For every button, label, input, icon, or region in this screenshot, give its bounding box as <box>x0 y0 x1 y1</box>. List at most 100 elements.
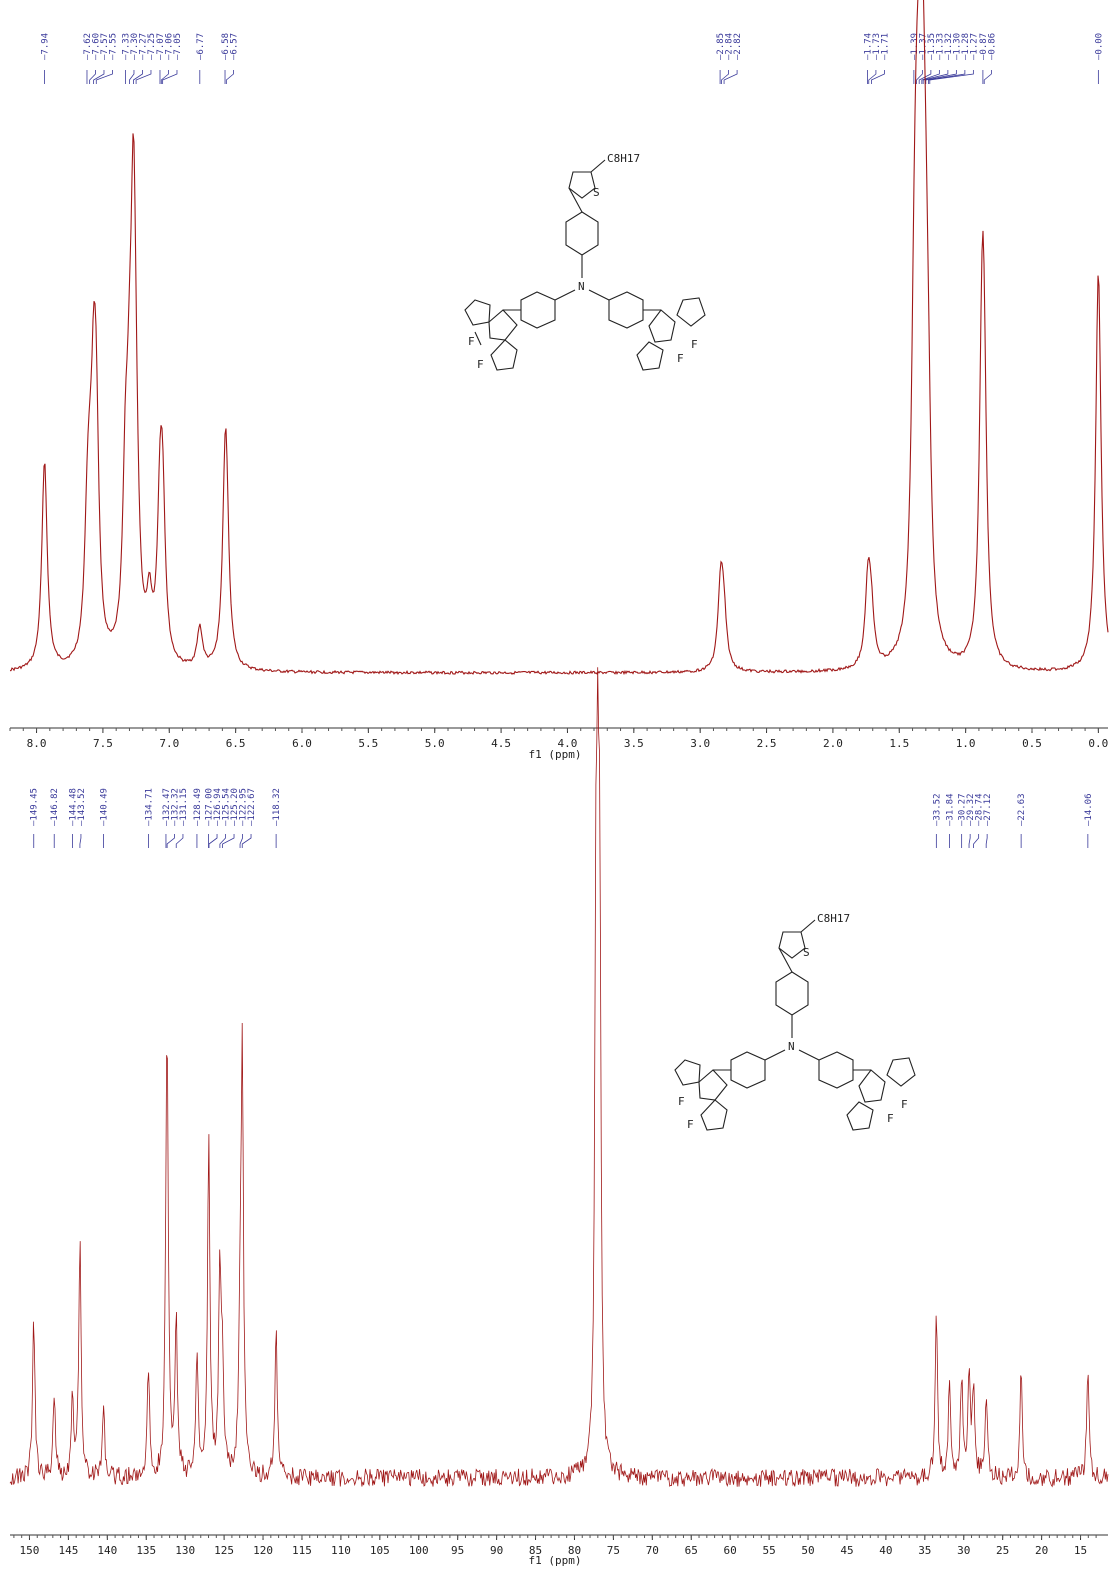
h-substituent-label: C8H17 <box>607 152 640 165</box>
svg-text:F: F <box>691 338 698 351</box>
c-peak-label: —28.74 <box>975 793 985 826</box>
c-tick-label: 145 <box>58 1544 78 1557</box>
h-peak-leader <box>928 70 966 84</box>
h-peak-label: —1.74 <box>863 33 873 60</box>
h-peak-leader <box>721 70 729 84</box>
c-tick-label: 95 <box>451 1544 464 1557</box>
h-nmr-panel: —7.94 —7.62—7.60—7.57—7.55 —7.33—7.30—7.27… <box>9 0 1109 761</box>
c-peak-label: —22.63 <box>1017 793 1027 826</box>
c-peak-label: —144.48 <box>68 788 78 826</box>
c-tick-label: 20 <box>1035 1544 1048 1557</box>
h-tick-label: 8.0 <box>27 737 47 750</box>
h-tick-label: 0.0 <box>1088 737 1108 750</box>
h-tick-label: 7.5 <box>93 737 113 750</box>
c-tick-label: 125 <box>214 1544 234 1557</box>
h-peak-label: —6.77 <box>196 33 206 60</box>
h-peak-label: —7.30 <box>130 33 140 60</box>
h-peak-leader <box>925 70 957 84</box>
h-peak-leader <box>929 70 974 84</box>
h-spectrum-trace <box>9 0 1109 676</box>
h-peak-label: —1.35 <box>927 33 937 60</box>
h-peak-leader <box>983 70 992 84</box>
c-peak-label: —131.15 <box>179 788 189 826</box>
h-peak-label: —7.55 <box>108 33 118 60</box>
c-peak-leader <box>175 834 184 848</box>
c-peak-label: —122.67 <box>247 788 257 826</box>
h-tick-label: 4.0 <box>558 737 578 750</box>
c-peak-leader <box>968 834 971 848</box>
c-tick-label: 25 <box>996 1544 1009 1557</box>
h-tick-label: 4.5 <box>491 737 511 750</box>
c-peak-leaders <box>33 834 1089 848</box>
c-peak-label: —125.54 <box>222 788 232 826</box>
h-x-ticks: 8.0 7.5 7.0 6.5 6.0 5.5 5.0 4.5 4.0 3.5 3.0 2.5 2.0 1… <box>9 728 1108 750</box>
h-tick-label: 7.0 <box>159 737 179 750</box>
c-peak-leader <box>973 834 980 848</box>
h-peak-leader <box>135 70 152 84</box>
c-peak-label: —29.32 <box>966 793 976 826</box>
c-peak-leader <box>208 834 218 848</box>
c-peak-label: —143.52 <box>77 788 87 826</box>
c-peak-label: —126.94 <box>213 788 223 826</box>
c-tick-label: 45 <box>840 1544 853 1557</box>
c-x-ticks: 150 145 140 135 130 125 120 115 110 105 100 95 90 85 8… <box>13 1535 1097 1557</box>
h-peak-label: —7.06 <box>164 33 174 60</box>
h-peak-label: —0.00 <box>1094 33 1104 60</box>
h-peak-leader <box>871 70 885 84</box>
h-peak-leader <box>89 70 96 84</box>
h-peak-label: —0.86 <box>987 33 997 60</box>
h-peak-leader <box>93 70 105 84</box>
c-peak-label: —125.20 <box>230 788 240 826</box>
c-tick-label: 65 <box>685 1544 698 1557</box>
h-peak-leader <box>916 70 923 84</box>
h-peak-leader <box>129 70 135 84</box>
h-tick-label: 2.0 <box>823 737 843 750</box>
h-peak-label: —0.87 <box>979 33 989 60</box>
h-peak-labels: —7.94 —7.62—7.60—7.57—7.55 —7.33—7.30—7.27… <box>41 33 1105 60</box>
h-peak-label: —6.57 <box>230 33 240 60</box>
c-tick-label: 60 <box>724 1544 737 1557</box>
h-peak-label: —1.37 <box>918 33 928 60</box>
h-peak-label: —1.28 <box>961 33 971 60</box>
svg-text:S: S <box>803 946 810 959</box>
c-peak-label: —118.32 <box>272 788 282 826</box>
c-peak-labels: —149.45 —146.82 —144.48—143.52 —140.49 —134.… <box>30 788 1094 826</box>
h-peak-leader <box>921 70 940 84</box>
c-peak-label: —127.00 <box>205 788 215 826</box>
c-tick-label: 135 <box>136 1544 156 1557</box>
c-peak-label: —146.82 <box>50 788 60 826</box>
c-peak-label: —122.95 <box>239 788 249 826</box>
c-tick-label: 35 <box>918 1544 931 1557</box>
c-tick-label: 100 <box>409 1544 429 1557</box>
h-peak-label: —2.84 <box>725 33 735 60</box>
c-peak-leader <box>241 834 252 848</box>
h-peak-label: —1.73 <box>872 33 882 60</box>
h-molecule-structure: C8H17 S N F F F F <box>464 152 706 371</box>
h-tick-label: 3.5 <box>624 737 644 750</box>
c-tick-label: 55 <box>762 1544 775 1557</box>
c-peak-label: —132.32 <box>170 788 180 826</box>
c-peak-label: —14.06 <box>1084 793 1094 826</box>
h-tick-label: 1.5 <box>889 737 909 750</box>
c-peak-label: —149.45 <box>30 788 40 826</box>
h-peak-label: —7.60 <box>91 33 101 60</box>
c-molecule-structure: C8H17 S N F F F F <box>674 912 916 1131</box>
h-peak-leader <box>723 70 738 84</box>
c-peak-leader <box>222 834 235 848</box>
h-peak-label: —1.71 <box>880 33 890 60</box>
c-tick-label: 140 <box>97 1544 117 1557</box>
h-x-axis-title: f1 (ppm) <box>529 748 582 761</box>
c-tick-label: 150 <box>20 1544 40 1557</box>
h-peak-label: —2.82 <box>733 33 743 60</box>
svg-text:S: S <box>593 186 600 199</box>
c-peak-leader <box>985 834 988 848</box>
h-peak-label: —7.25 <box>147 33 157 60</box>
svg-text:N: N <box>578 280 585 293</box>
c-peak-label: —30.27 <box>958 793 968 826</box>
svg-text:F: F <box>677 352 684 365</box>
h-peak-label: —1.30 <box>952 33 962 60</box>
h-peak-leader <box>133 70 143 84</box>
c-peak-label: —140.49 <box>100 788 110 826</box>
h-peak-label: —1.27 <box>969 33 979 60</box>
c-tick-label: 75 <box>607 1544 620 1557</box>
